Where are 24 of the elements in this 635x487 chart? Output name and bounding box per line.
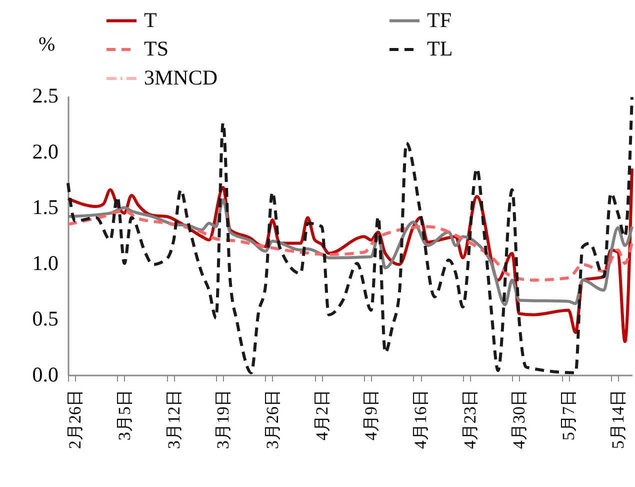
- y-tick-label: 2.5: [32, 84, 58, 108]
- y-tick-label: 1.5: [32, 195, 58, 220]
- legend-label: TL: [427, 36, 453, 60]
- x-tick-label: 4月9日: [362, 390, 381, 440]
- x-tick-label: 4月16日: [411, 390, 430, 449]
- x-tick-label: 4月30日: [510, 390, 529, 449]
- legend-label: T: [144, 8, 157, 32]
- y-tick-label: 0.0: [32, 362, 58, 386]
- x-tick-label: 3月19日: [214, 390, 233, 449]
- x-tick-label: 4月2日: [312, 390, 332, 440]
- legend-label: TF: [427, 8, 452, 32]
- y-axis-title: %: [38, 34, 56, 56]
- x-tick-label: 3月12日: [164, 390, 184, 449]
- y-tick-label: 0.5: [32, 306, 58, 331]
- legend-label: TS: [144, 36, 169, 60]
- x-tick-label: 3月5日: [114, 390, 134, 440]
- x-tick-label: 5月14日: [608, 390, 628, 449]
- x-tick-label: 4月23日: [460, 390, 480, 449]
- x-tick-label: 3月26日: [262, 390, 282, 449]
- x-tick-label: 5月7日: [559, 390, 578, 440]
- legend-label: 3MNCD: [144, 66, 218, 90]
- y-tick-label: 2.0: [32, 139, 58, 164]
- x-tick-label: 2月26日: [66, 390, 85, 449]
- y-tick-label: 1.0: [32, 250, 58, 275]
